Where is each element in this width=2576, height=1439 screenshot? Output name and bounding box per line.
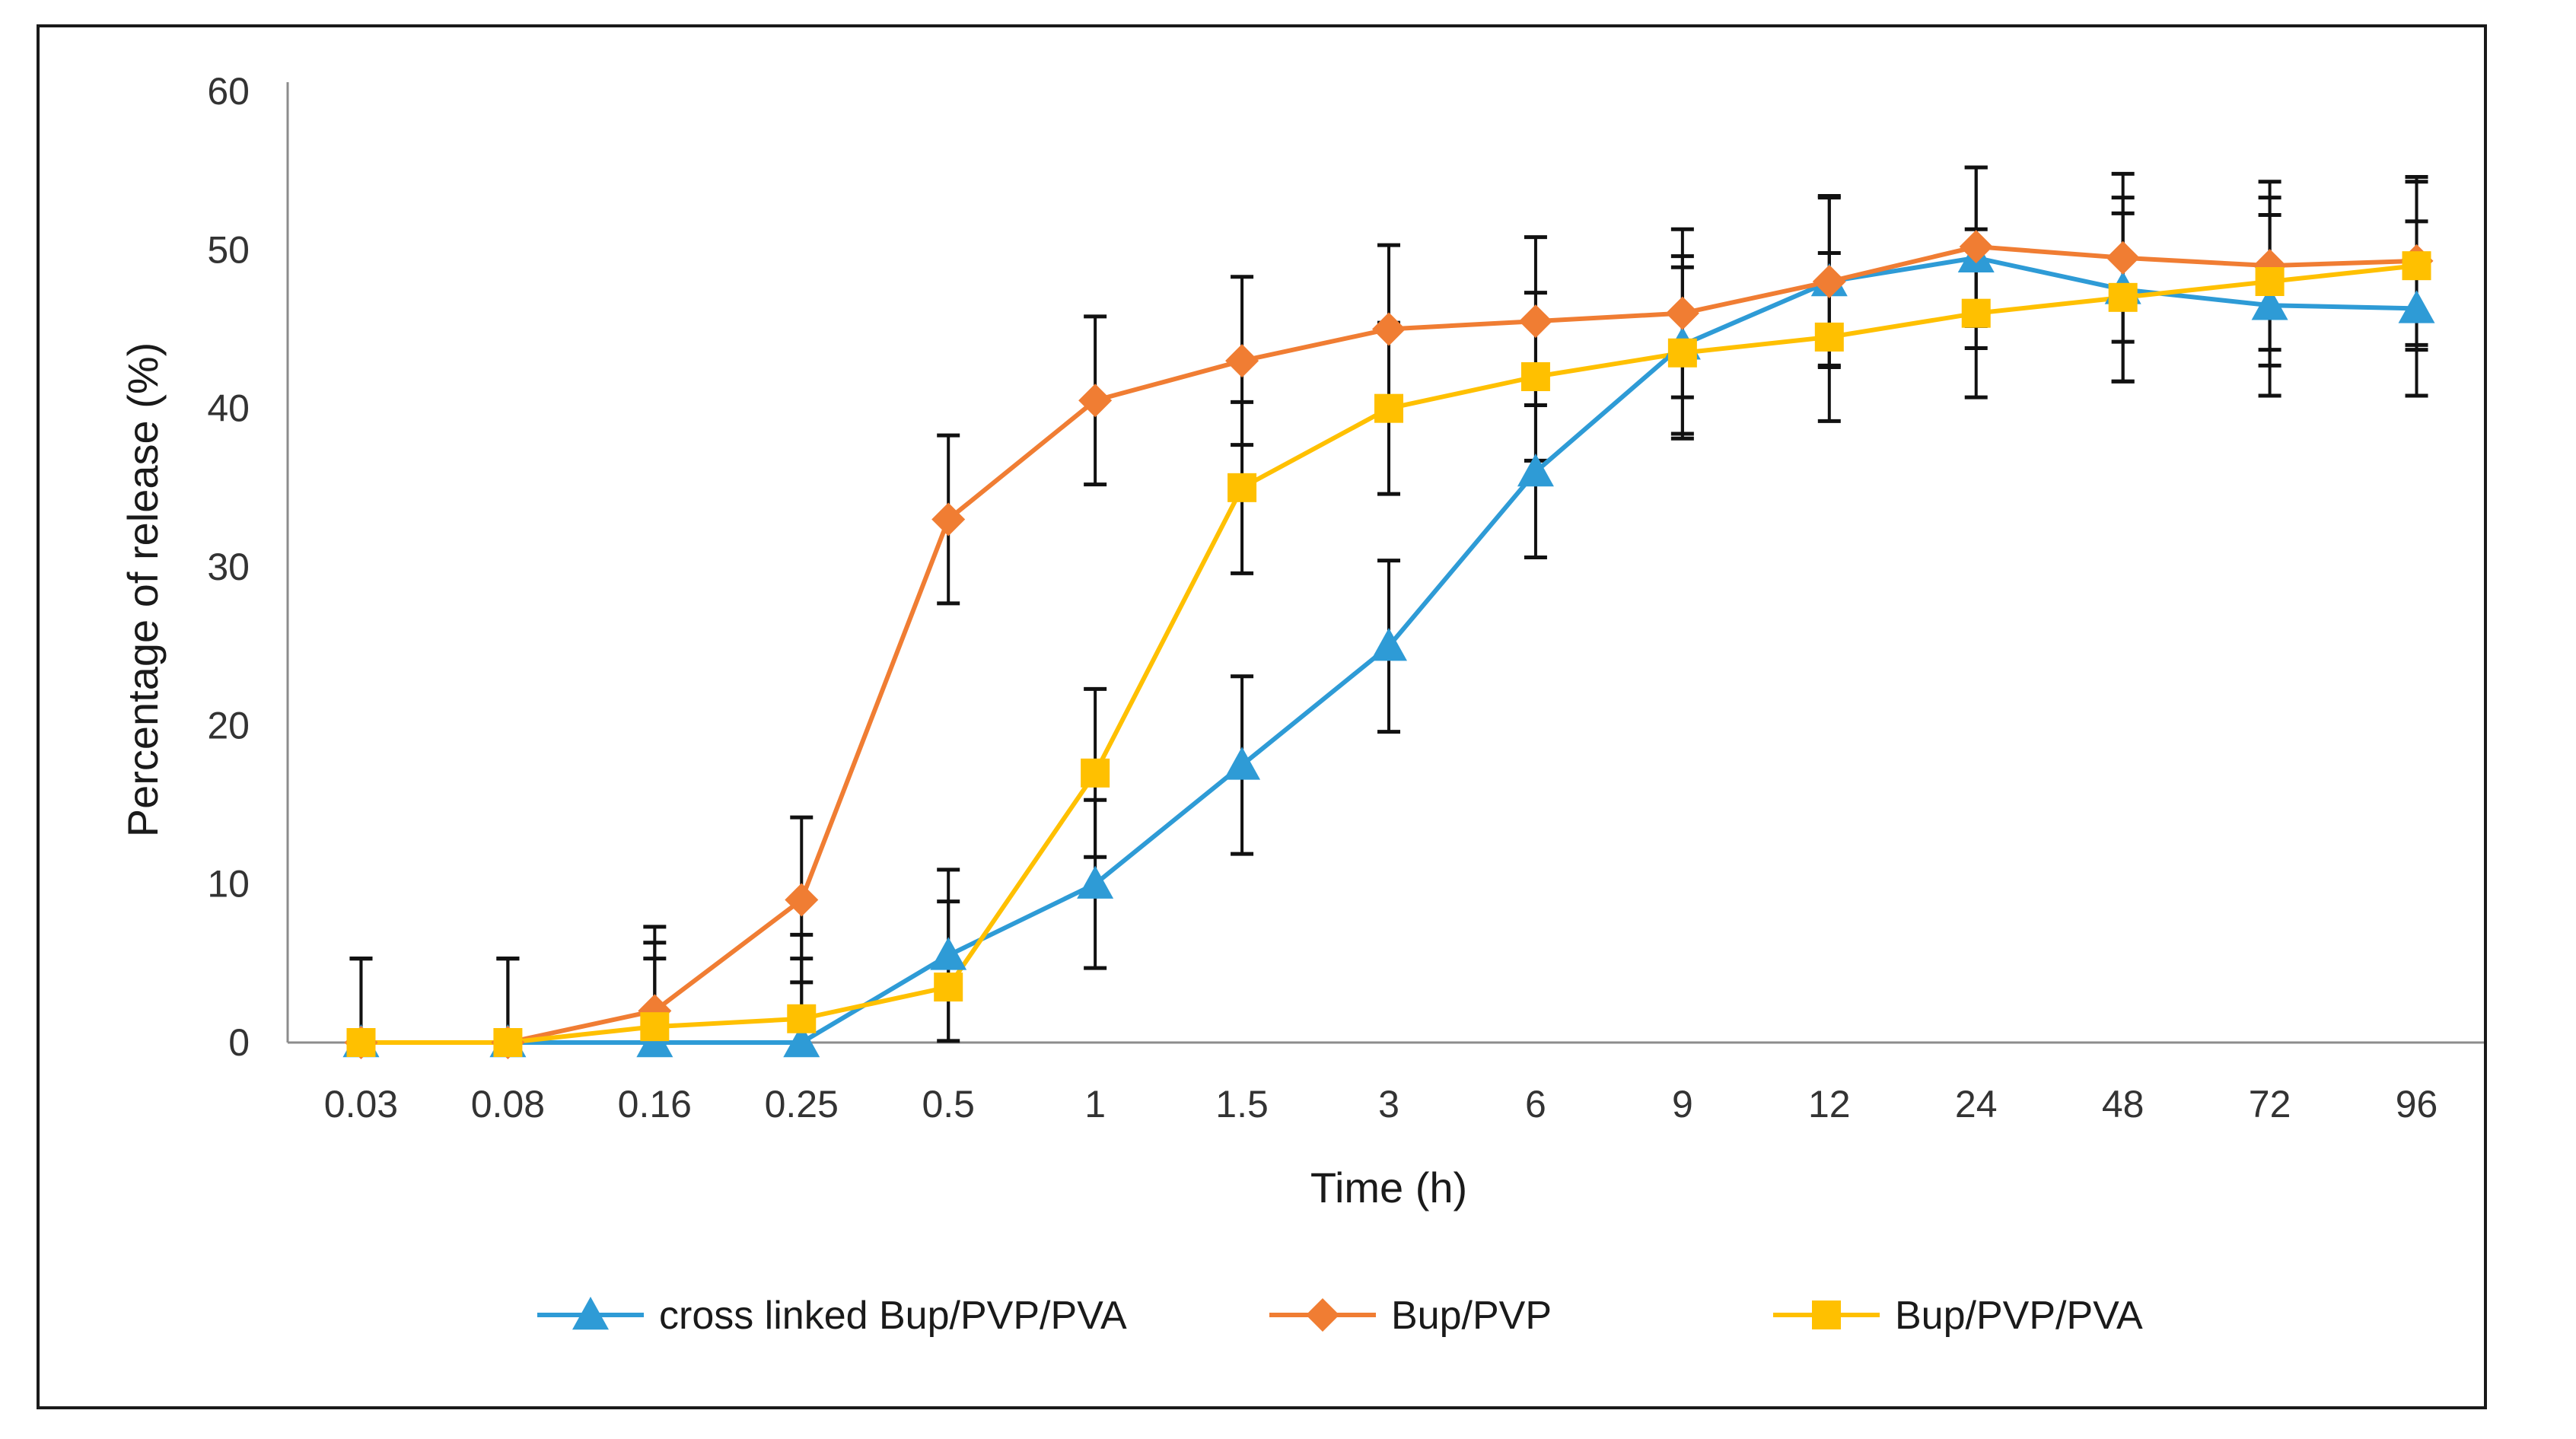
data-point-cross-linked-bup-pvp-pva [2251, 287, 2288, 320]
y-tick-label: 60 [207, 70, 250, 113]
data-point-bup-pvp-pva [2402, 251, 2431, 281]
y-tick-label: 40 [207, 387, 250, 430]
x-tick-label: 0.03 [324, 1083, 398, 1125]
legend-label-bup-pvp-pva: Bup/PVP/PVA [1895, 1294, 2143, 1338]
x-tick-label: 0.16 [618, 1083, 692, 1125]
data-point-cross-linked-bup-pvp-pva [783, 1024, 820, 1058]
data-point-bup-pvp-pva [787, 1004, 817, 1033]
data-point-bup-pvp-pva [493, 1028, 523, 1057]
x-tick-label: 96 [2396, 1083, 2438, 1125]
x-tick-label: 24 [1955, 1083, 1998, 1125]
data-point-cross-linked-bup-pvp-pva [1077, 865, 1114, 899]
y-tick-label: 30 [207, 546, 250, 588]
data-point-bup-pvp [785, 883, 819, 917]
data-point-bup-pvp-pva [346, 1028, 376, 1057]
data-point-bup-pvp [1078, 384, 1113, 418]
axes-layer: 0 10 20 30 40 50 60 0.03 0.08 0.16 0.25 0.5 1 1.5 3 6 9 1… [207, 70, 2484, 1125]
data-point-bup-pvp-pva [2255, 267, 2285, 296]
legend-marker-cross-linked-bup-pvp-pva [572, 1297, 609, 1330]
legend-marker-bup-pvp [1306, 1298, 1339, 1332]
x-tick-label: 0.5 [922, 1083, 975, 1125]
x-tick-label: 6 [1525, 1083, 1546, 1125]
data-point-bup-pvp-pva [1081, 758, 1110, 788]
data-point-bup-pvp-pva [1520, 362, 1550, 391]
x-tick-label: 0.25 [765, 1083, 839, 1125]
legend-label-cross-linked-bup-pvp-pva: cross linked Bup/PVP/PVA [659, 1294, 1127, 1338]
chart-frame: 0 10 20 30 40 50 60 0.03 0.08 0.16 0.25 0.5 1 1.5 3 6 9 1… [37, 24, 2487, 1409]
data-point-bup-pvp [1372, 312, 1406, 346]
data-point-bup-pvp [2106, 240, 2140, 275]
data-point-bup-pvp [1225, 344, 1259, 378]
x-tick-label: 12 [1808, 1083, 1851, 1125]
data-point-bup-pvp-pva [1961, 298, 1991, 328]
data-point-cross-linked-bup-pvp-pva [1517, 454, 1554, 487]
data-point-bup-pvp-pva [640, 1012, 670, 1042]
data-point-bup-pvp-pva [1667, 338, 1697, 368]
data-point-cross-linked-bup-pvp-pva [2398, 290, 2435, 323]
legend-marker-bup-pvp-pva [1812, 1301, 1841, 1329]
legend: cross linked Bup/PVP/PVA Bup/PVP Bup/PVP/P… [537, 1294, 2143, 1338]
x-tick-label: 72 [2249, 1083, 2291, 1125]
data-point-cross-linked-bup-pvp-pva [1371, 628, 1407, 661]
x-tick-label: 48 [2102, 1083, 2145, 1125]
y-tick-label: 10 [207, 863, 250, 906]
y-tick-label: 0 [228, 1021, 250, 1064]
data-point-bup-pvp-pva [1228, 473, 1257, 502]
legend-label-bup-pvp: Bup/PVP [1391, 1294, 1552, 1338]
data-point-bup-pvp-pva [934, 973, 963, 1002]
data-point-bup-pvp [1812, 265, 1846, 298]
data-point-bup-pvp [1518, 304, 1552, 339]
x-tick-label: 1 [1084, 1083, 1106, 1125]
data-point-bup-pvp [1665, 296, 1699, 330]
data-point-cross-linked-bup-pvp-pva [1224, 747, 1261, 780]
x-tick-label: 3 [1378, 1083, 1399, 1125]
release-profile-chart: 0 10 20 30 40 50 60 0.03 0.08 0.16 0.25 0.5 1 1.5 3 6 9 1… [119, 70, 2484, 1338]
data-point-bup-pvp-pva [2108, 282, 2138, 312]
x-tick-label: 9 [1672, 1083, 1693, 1125]
data-point-bup-pvp-pva [1814, 322, 1844, 352]
x-tick-label: 1.5 [1215, 1083, 1269, 1125]
series-markers-layer [342, 230, 2435, 1059]
x-axis-title: Time (h) [1310, 1164, 1467, 1211]
data-point-cross-linked-bup-pvp-pva [930, 937, 967, 970]
data-point-bup-pvp [931, 502, 966, 536]
x-tick-label: 0.08 [471, 1083, 545, 1125]
data-point-bup-pvp-pva [1374, 393, 1403, 423]
y-tick-label: 50 [207, 228, 250, 271]
data-point-bup-pvp [1959, 230, 1993, 264]
y-tick-label: 20 [207, 704, 250, 747]
y-axis-title: Percentage of release (%) [119, 342, 167, 838]
